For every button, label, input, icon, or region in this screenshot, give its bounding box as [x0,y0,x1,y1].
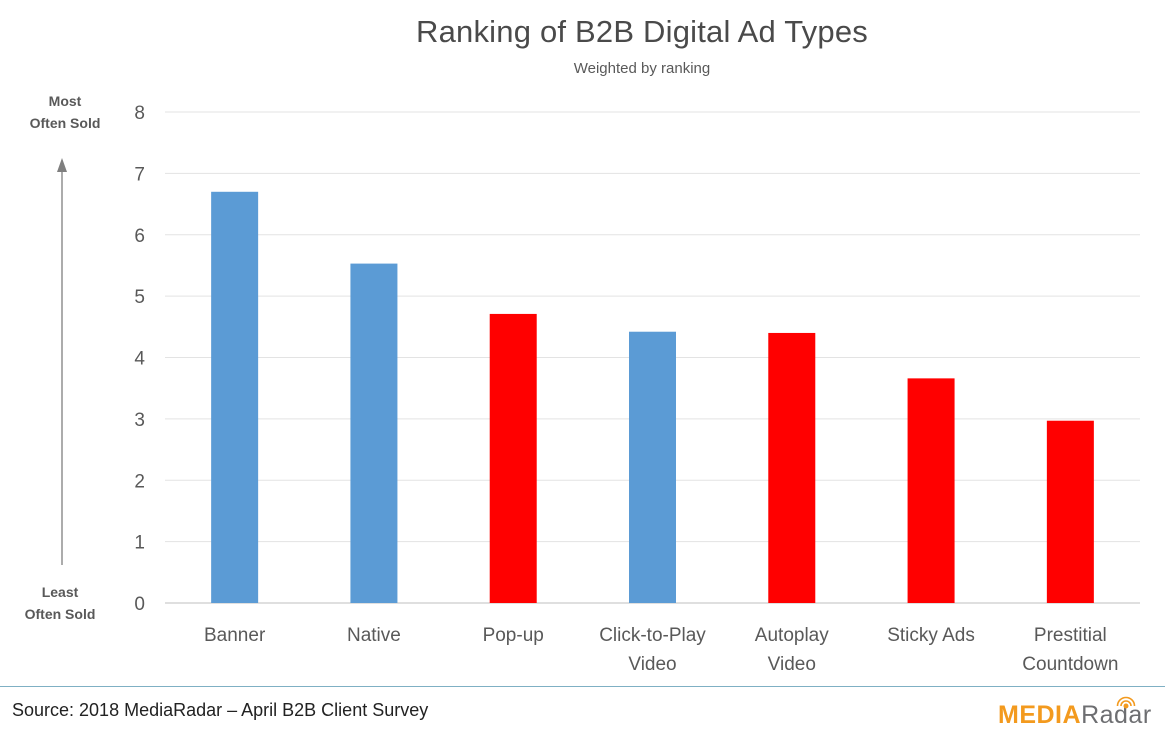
x-tick-label: Pop-up [483,625,544,646]
x-tick-label: Prestitial Countdown [1022,625,1118,675]
x-tick-label: Native [347,625,401,646]
annotation-most-line2: Often Sold [29,115,101,131]
annotation-least-line2: Often Sold [24,606,96,622]
bar-chart: 0 1 2 3 4 5 6 7 8 Banner Native Pop-up Click-to-Pla… [57,103,1140,675]
y-tick-label: 4 [134,349,145,370]
y-axis-arrow-head [57,158,67,172]
y-tick-label: 8 [134,103,145,124]
source-note: Source: 2018 MediaRadar – April B2B Clie… [12,700,429,720]
mediaradar-logo: MEDIARadar [998,700,1152,730]
bar [629,331,676,603]
footer-divider [0,686,1165,687]
bar [211,191,259,603]
bars [211,191,1094,603]
y-tick-label: 5 [134,287,145,308]
radar-signal-icon [1116,696,1136,709]
y-tick-label: 2 [134,471,145,492]
x-tick-label: Autoplay Video [755,625,829,675]
bar [1046,420,1094,603]
x-tick-label: Banner [204,625,266,646]
logo-media-text: MEDIA [998,701,1082,729]
annotation-least-line1: Least [41,584,79,600]
x-tick-labels: Banner Native Pop-up Click-to-Play Video Auto… [204,625,1118,675]
annotation-most-line1: Most [48,93,82,109]
y-tick-labels: 0 1 2 3 4 5 6 7 8 [134,103,145,615]
annotation-most-often-sold: Most Often Sold [10,90,120,134]
y-tick-label: 6 [134,226,145,247]
x-tick-label: Click-to-Play Video [599,625,706,675]
annotation-least-often-sold: Least Often Sold [5,581,115,625]
y-tick-label: 3 [134,410,145,431]
y-tick-label: 7 [134,164,145,185]
logo-radar-text: Radar [1081,701,1152,729]
chart-title: Ranking of B2B Digital Ad Types [416,14,868,49]
bar [907,378,955,603]
y-tick-label: 0 [134,594,145,615]
bar [768,332,816,603]
x-tick-label: Sticky Ads [887,625,975,646]
bar [489,313,537,603]
chart-subtitle: Weighted by ranking [573,60,711,77]
bar [350,263,398,603]
y-tick-label: 1 [134,533,145,554]
